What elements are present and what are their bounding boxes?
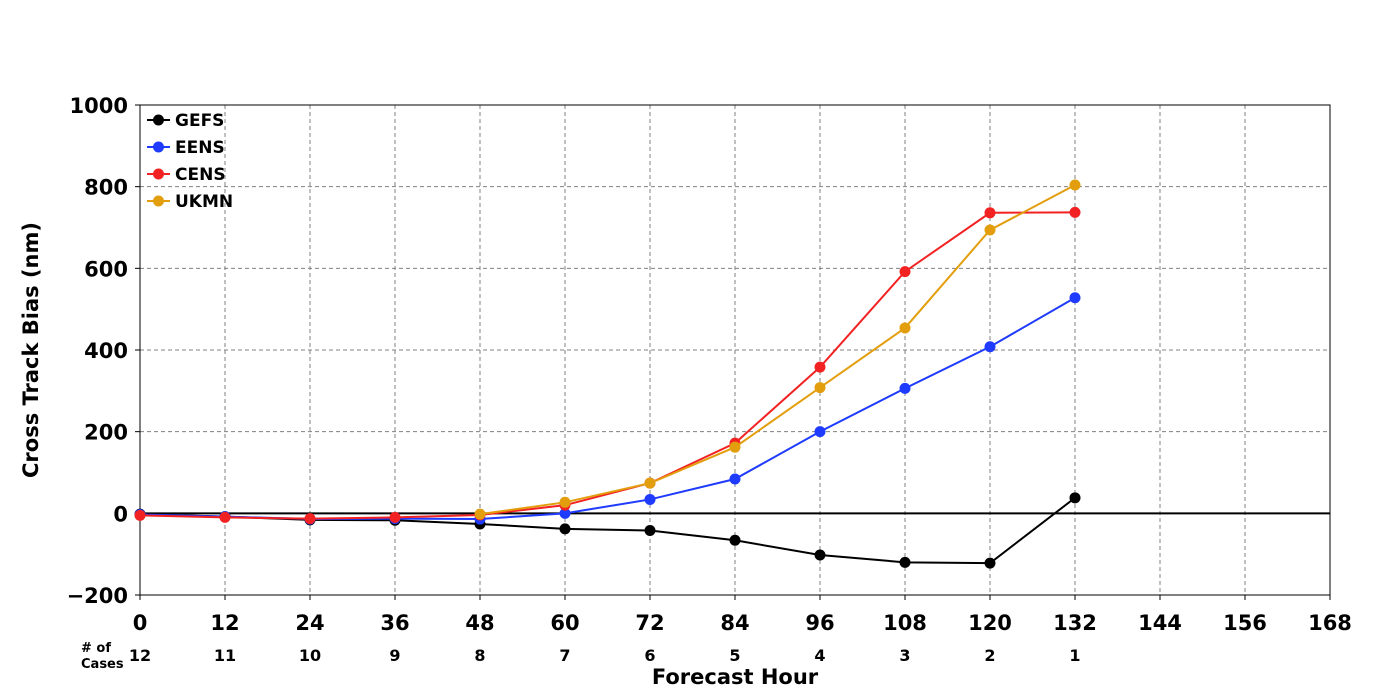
x-tick-label: 84 (720, 611, 749, 635)
cases-count: 3 (899, 646, 910, 665)
x-tick-label: 60 (550, 611, 579, 635)
data-point-ukmn (899, 322, 911, 334)
series-line-ukmn (479, 184, 1076, 516)
data-point-ukmn (729, 441, 741, 453)
x-tick-label: 96 (805, 611, 834, 635)
data-point-eens (814, 426, 826, 438)
axes (135, 104, 1331, 600)
data-point-cens (134, 509, 146, 521)
data-point-gefs (1069, 492, 1081, 504)
data-point-cens (389, 511, 401, 523)
legend-label: EENS (175, 138, 225, 158)
y-tick-label: 800 (84, 176, 128, 200)
data-point-gefs (559, 523, 571, 535)
legend-marker-cens (153, 168, 164, 180)
data-point-ukmn (1069, 179, 1081, 191)
legend-marker-ukmn (153, 195, 164, 207)
data-point-gefs (729, 534, 741, 546)
cases-count: 12 (129, 646, 151, 665)
data-point-cens (304, 513, 316, 525)
data-point-eens (899, 382, 911, 394)
grid (140, 105, 1330, 595)
x-tick-label: 168 (1308, 611, 1352, 635)
cases-title: # of (81, 641, 111, 656)
series-lines (134, 179, 1081, 569)
x-tick-label: 108 (883, 611, 927, 635)
y-tick-label: 600 (84, 257, 128, 281)
y-axis-title: Cross Track Bias (nm) (19, 222, 43, 478)
x-tick-label: 24 (295, 611, 324, 635)
data-point-ukmn (814, 382, 826, 394)
y-tick-label: 400 (84, 339, 128, 363)
data-point-cens (984, 207, 996, 219)
legend-label: GEFS (175, 111, 224, 131)
y-tick-label: −200 (67, 584, 128, 608)
data-point-eens (984, 341, 996, 353)
cases-count: 11 (214, 646, 236, 665)
x-tick-label: 120 (968, 611, 1012, 635)
series-line-gefs (139, 497, 1076, 565)
data-point-cens (814, 361, 826, 373)
data-point-ukmn (559, 496, 571, 508)
legend-marker-gefs (153, 114, 164, 126)
x-tick-label: 48 (465, 611, 494, 635)
series-cens (134, 206, 1081, 525)
data-point-cens (899, 266, 911, 278)
series-eens (134, 292, 1081, 525)
x-tick-label: 12 (210, 611, 239, 635)
cases-count: 1 (1069, 646, 1080, 665)
y-tick-label: 200 (84, 421, 128, 445)
x-tick-label: 144 (1138, 611, 1182, 635)
data-point-cens (219, 511, 231, 523)
cases-title: Cases (81, 657, 124, 672)
legend: GEFS EENS CENS UKMN (147, 111, 233, 212)
data-point-ukmn (474, 508, 486, 520)
cases-count: 2 (984, 646, 995, 665)
x-tick-label: 156 (1223, 611, 1267, 635)
cases-count: 4 (814, 646, 825, 665)
series-line-eens (139, 296, 1076, 521)
tick-labels: 0 12 24 36 48 60 72 84 96 108 120 132 144 156 168−2000… (67, 94, 1352, 635)
x-tick-label: 36 (380, 611, 409, 635)
data-point-eens (1069, 292, 1081, 304)
x-tick-label: 132 (1053, 611, 1097, 635)
cases-count: 10 (299, 646, 321, 665)
legend-marker-eens (153, 141, 164, 153)
legend-label: UKMN (175, 192, 233, 212)
legend-label: CENS (175, 165, 226, 185)
data-point-eens (729, 473, 741, 485)
data-point-cens (1069, 206, 1081, 218)
series-ukmn (474, 179, 1081, 520)
x-tick-label: 0 (133, 611, 148, 635)
y-tick-label: 1000 (70, 94, 128, 118)
data-point-gefs (644, 524, 656, 536)
cases-count: 7 (559, 646, 570, 665)
x-axis-title: Forecast Hour (652, 665, 819, 689)
data-point-eens (644, 493, 656, 505)
cases-count: 6 (644, 646, 655, 665)
series-gefs (134, 492, 1081, 569)
data-point-gefs (814, 549, 826, 561)
x-tick-label: 72 (635, 611, 664, 635)
y-tick-label: 0 (113, 502, 128, 526)
cases-count: 8 (474, 646, 485, 665)
data-point-gefs (899, 556, 911, 568)
cases-count: 5 (729, 646, 740, 665)
cases-count: 9 (389, 646, 400, 665)
data-point-gefs (984, 557, 996, 569)
series-line-cens (139, 211, 1076, 520)
data-point-ukmn (644, 477, 656, 489)
data-point-ukmn (984, 224, 996, 236)
data-point-eens (559, 507, 571, 519)
